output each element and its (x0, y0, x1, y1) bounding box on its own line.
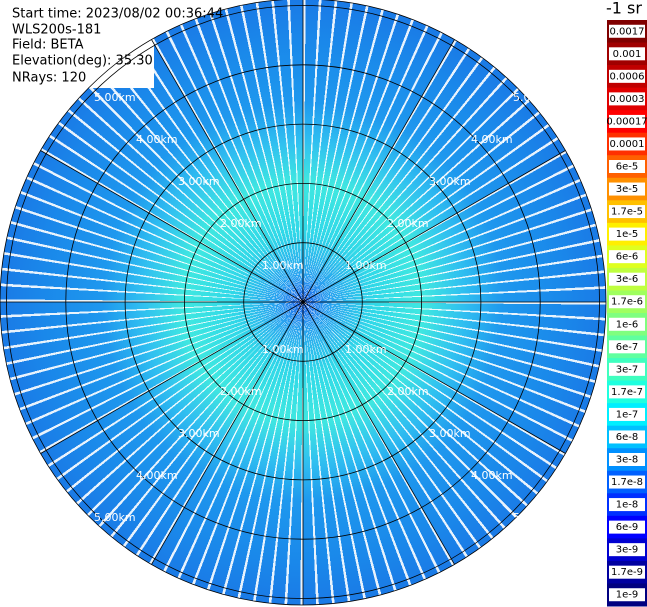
colorbar-label: 6e-9 (616, 522, 639, 533)
colorbar-label: 0.0003 (610, 94, 645, 105)
ring-label: 5.00km (94, 511, 136, 524)
colorbar-label: 1e-9 (616, 590, 639, 601)
colorbar-label: 3e-7 (616, 364, 639, 375)
colorbar-label-box (609, 69, 645, 83)
colorbar-label-box (609, 114, 645, 128)
colorbar-label: 3e-5 (616, 184, 639, 195)
colorbar-label: 0.00017 (606, 116, 647, 127)
colorbar-label: 1.7e-9 (611, 567, 643, 578)
ring-label: 3.00km (429, 175, 471, 188)
ring-label: 3.00km (178, 427, 220, 440)
colorbar-label-box (609, 588, 645, 602)
colorbar-label: 1e-7 (616, 409, 639, 420)
colorbar-label: 0.0017 (610, 26, 645, 37)
colorbar-label-box (609, 160, 645, 173)
colorbar-label: 3e-8 (616, 455, 639, 466)
header-line: NRays: 120 (12, 71, 86, 86)
ring-label: 4.00km (136, 469, 178, 482)
colorbar-label: 6e-7 (616, 342, 639, 353)
colorbar-label: 0.0001 (610, 139, 645, 150)
header-box (8, 4, 154, 88)
header-line: Field: BETA (12, 38, 84, 53)
ring-label: 5.00km (94, 91, 136, 104)
colorbar-label-box (609, 47, 645, 61)
colorbar-label-box (609, 295, 645, 309)
colorbar-label-box (609, 498, 645, 512)
colorbar-label-box (609, 407, 645, 421)
colorbar-label: 3e-9 (616, 545, 639, 556)
colorbar-label-box (609, 385, 645, 399)
colorbar-label-box (609, 453, 645, 466)
colorbar-label: 6e-6 (616, 252, 639, 263)
ring-label: 1.00km (262, 343, 304, 356)
colorbar-label-box (609, 182, 645, 196)
ring-label: 3.00km (429, 427, 471, 440)
colorbar-label-box (609, 430, 645, 444)
ring-label: 2.00km (220, 385, 262, 398)
ring-label: 2.00km (220, 217, 262, 230)
colorbar-label-box (609, 272, 645, 286)
header-line: Start time: 2023/08/02 00:36:44 (12, 7, 223, 22)
colorbar-label: 1.7e-5 (611, 207, 643, 218)
ring-label: 4.00km (136, 133, 178, 146)
spoke (151, 39, 455, 565)
colorbar-label: 1.7e-6 (611, 297, 643, 308)
ring-label: 5.00km (513, 91, 555, 104)
colorbar-label: 1.7e-7 (611, 387, 643, 398)
colorbar-label: 6e-5 (616, 162, 639, 173)
colorbar-label-box (609, 475, 645, 489)
colorbar-label: 3e-6 (616, 274, 639, 285)
colorbar-label-box (609, 24, 645, 38)
ring-label: 1.00km (345, 343, 387, 356)
colorbar-label-box (609, 543, 645, 557)
ring-label: 4.00km (471, 133, 513, 146)
ring-label: 1.00km (345, 259, 387, 272)
colorbar-label: 0.001 (613, 49, 642, 60)
colorbar-label: 6e-8 (616, 432, 639, 443)
colorbar-label-box (609, 362, 645, 376)
colorbar-label: 1e-6 (616, 319, 639, 330)
colorbar-label-box (609, 227, 645, 241)
colorbar-label-box (609, 565, 645, 579)
colorbar-label-box (609, 340, 645, 354)
colorbar-label: 1.7e-8 (611, 477, 643, 488)
colorbar-label-box (609, 317, 645, 331)
colorbar-label: 1e-8 (616, 500, 639, 511)
colorbar-label: 1e-5 (616, 229, 639, 240)
ring-label: 1.00km (262, 259, 304, 272)
ring-label: 3.00km (178, 175, 220, 188)
ring-label: 2.00km (387, 217, 429, 230)
header-line: WLS200s-181 (12, 23, 101, 38)
ring-label: 5.00km (513, 511, 555, 524)
colorbar-label-box (609, 92, 645, 106)
colorbar-label-box (609, 137, 645, 151)
header-line: Elevation(deg): 35.30 (12, 54, 153, 69)
ring-label: 2.00km (387, 385, 429, 398)
colorbar-label-box (609, 205, 645, 219)
ring-label: 4.00km (471, 469, 513, 482)
colorbar-label: 0.0006 (610, 71, 645, 82)
colorbar-label-box (609, 250, 645, 264)
colorbar-title: -1 sr (606, 0, 642, 18)
colorbar-label-box (609, 520, 645, 534)
